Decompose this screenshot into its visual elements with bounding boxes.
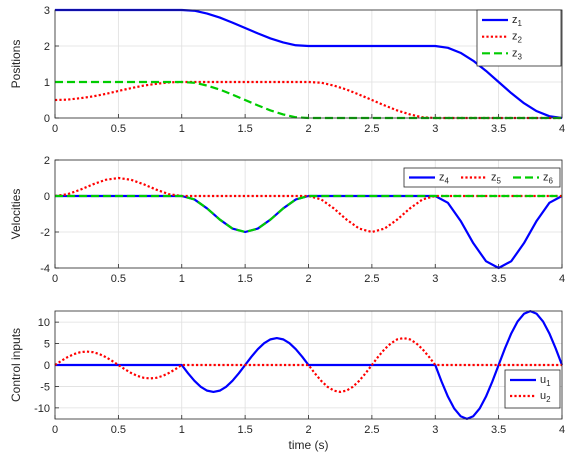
y-tick-label: -2 (40, 227, 50, 239)
series-line-z2 (54, 80, 562, 120)
plot-panel-1: 0 0.5 1 1.5 2 2.5 3 3.5 4 0 1 2 3 Positions z1 z2 z3 (9, 5, 565, 135)
series-line-u2 (54, 336, 562, 394)
x-tick-label: 2 (305, 123, 311, 135)
y-tick-label: 3 (44, 5, 50, 17)
plot-panel-3: 0 0.5 1 1.5 2 2.5 3 3.5 4 -10 -5 0 5 10 Control inputs… (9, 310, 565, 452)
plot-panel-2: 0 0.5 1 1.5 2 2.5 3 3.5 4 -4 -2 0 2 Velocities z4 z5 z6 (9, 155, 565, 285)
x-tick-label: 2.5 (364, 123, 379, 135)
x-tick-label: 1.5 (237, 424, 252, 436)
legend-label: z3 (512, 47, 523, 61)
axes-frame (54, 9, 563, 119)
y-tick-label: -4 (40, 263, 50, 275)
y-tick-label: 5 (44, 339, 50, 351)
legend-label: z1 (512, 14, 523, 28)
legend-label-subscript: 2 (546, 395, 551, 404)
x-tick-label: 3.5 (491, 123, 506, 135)
legend-label-subscript: 6 (549, 177, 554, 186)
legend-box (504, 369, 561, 409)
y-tick-label: 0 (44, 360, 50, 372)
x-tick-label: 1 (179, 273, 185, 285)
legend-label: z4 (439, 172, 450, 186)
legend-label: u1 (540, 374, 551, 388)
x-tick-label: 2.5 (364, 424, 379, 436)
x-tick-label: 3 (432, 123, 438, 135)
series-line-z3 (55, 80, 562, 120)
y-tick-label: 2 (44, 41, 50, 53)
axes-frame (54, 159, 563, 269)
x-tick-label: 0.5 (111, 424, 126, 436)
legend-box (403, 167, 561, 188)
legend-label-subscript: 1 (518, 19, 523, 28)
x-tick-label: 2.5 (364, 273, 379, 285)
x-tick-label: 4 (559, 273, 565, 285)
x-tick-label: 0 (52, 123, 58, 135)
y-axis-label: Control inputs (9, 328, 23, 402)
legend-label: u2 (540, 390, 551, 404)
x-tick-label: 1.5 (237, 123, 252, 135)
x-tick-label: 0.5 (111, 123, 126, 135)
legend-label-subscript: 5 (497, 177, 502, 186)
y-tick-label: 10 (38, 317, 50, 329)
legend-label: z5 (491, 172, 502, 186)
y-tick-label: 0 (44, 113, 50, 125)
x-tick-label: 3 (432, 424, 438, 436)
x-tick-label: 1 (179, 424, 185, 436)
legend-label: z6 (543, 172, 554, 186)
y-axis-label: Positions (9, 40, 23, 89)
x-tick-label: 2 (305, 424, 311, 436)
y-tick-label: -10 (34, 403, 50, 415)
legend-label-subscript: 3 (518, 52, 523, 61)
legend: z1 z2 z3 (476, 9, 562, 67)
legend-label-subscript: 1 (546, 379, 551, 388)
x-tick-label: 3.5 (491, 273, 506, 285)
x-tick-label: 4 (559, 424, 565, 436)
axes-frame (54, 310, 563, 420)
legend-label-subscript: 4 (445, 177, 450, 186)
y-axis-label: Velocities (9, 189, 23, 240)
x-tick-label: 3 (432, 273, 438, 285)
x-tick-label: 1.5 (237, 273, 252, 285)
series-line-z5 (54, 176, 562, 234)
legend-label-subscript: 2 (518, 36, 523, 45)
series-line-z4 (55, 194, 563, 270)
y-tick-label: 1 (44, 77, 50, 89)
x-tick-label: 1 (179, 123, 185, 135)
legend-label: z2 (512, 31, 523, 45)
y-tick-label: -5 (40, 381, 50, 393)
x-tick-label: 3.5 (491, 424, 506, 436)
x-tick-label: 4 (559, 123, 565, 135)
legend: z4 z5 z6 (403, 167, 561, 188)
x-axis-label: time (s) (289, 438, 329, 452)
y-tick-label: 2 (44, 155, 50, 167)
series-line-z1 (55, 8, 563, 120)
y-tick-label: 0 (44, 191, 50, 203)
x-tick-label: 2 (305, 273, 311, 285)
x-tick-label: 0.5 (111, 273, 126, 285)
x-tick-label: 0 (52, 424, 58, 436)
x-tick-label: 0 (52, 273, 58, 285)
series-line-u1 (55, 310, 564, 420)
legend: u1 u2 (504, 369, 561, 409)
series-line-z6 (55, 194, 562, 234)
